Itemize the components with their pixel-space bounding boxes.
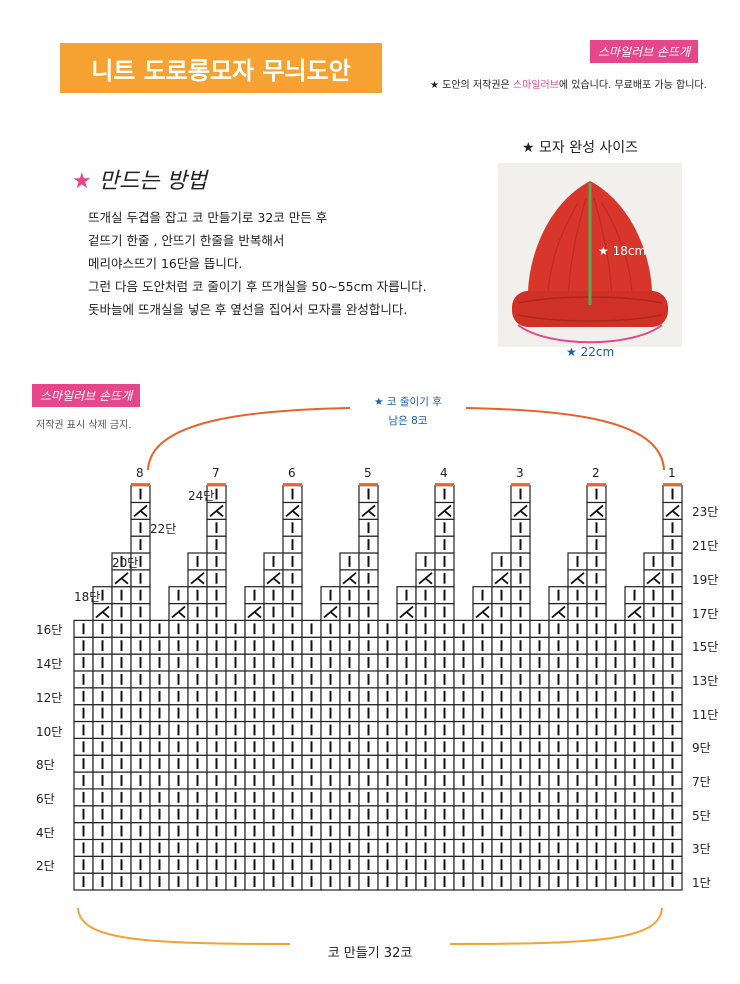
decrease-mark: [253, 611, 262, 619]
row-label-right: 3단: [692, 842, 711, 857]
decrease-mark: [215, 510, 224, 517]
star-icon: ★: [72, 169, 92, 194]
row-label-right: 1단: [692, 876, 711, 891]
row-label-left: 14단: [36, 657, 63, 672]
method-steps: 뜨개실 두겹을 잡고 코 만들기로 32코 만든 후 겉뜨기 한줄 , 안뜨기 …: [88, 206, 427, 321]
brand-tag-chart-text: 스마일러브 손뜨개: [40, 389, 133, 403]
step-line: 뜨개실 두겹을 잡고 코 만들기로 32코 만든 후: [88, 210, 328, 225]
row-label-right: 15단: [692, 640, 719, 655]
decrease-mark: [424, 577, 433, 585]
chart-notice: 저작권 표시 삭제 금지.: [36, 416, 132, 431]
row-label-right: 23단: [692, 505, 719, 520]
stitch-number: 1: [668, 465, 676, 480]
chart-notice-text: 저작권 표시 삭제 금지.: [36, 420, 132, 431]
stitch-number: 3: [516, 465, 524, 480]
decrease-mark: [481, 611, 490, 619]
step-line: 메리야스뜨기 16단을 뜹니다.: [88, 256, 243, 271]
decrease-mark: [633, 611, 642, 619]
copyright-brand: 스마일러브: [512, 80, 559, 91]
hat-height-text: ★ 18cm: [598, 244, 646, 258]
decrease-mark: [348, 577, 357, 585]
hat-size-label-text: ★ 모자 완성 사이즈: [522, 140, 639, 156]
row-label-right: 19단: [692, 572, 719, 587]
brand-tag-top: 스마일러브 손뜨개: [590, 40, 699, 63]
row-label-right: 21단: [692, 539, 719, 554]
row-label-left: 2단: [36, 859, 55, 874]
decrease-mark: [139, 510, 148, 517]
hat-photo: ★ 18cm: [498, 163, 682, 347]
row-label-left: 18단: [74, 589, 101, 604]
row-label-left: 16단: [36, 623, 63, 638]
hat-illustration: ★ 18cm: [498, 163, 682, 347]
decrease-mark: [443, 510, 452, 517]
cast-on-label: 코 만들기 32코: [0, 942, 740, 961]
hat-size-label: ★ 모자 완성 사이즈: [522, 137, 638, 157]
decrease-note: ★ 코 줄이기 후 남은 8코: [345, 394, 471, 428]
decrease-mark: [671, 510, 680, 517]
hat-width-label: ★ 22cm: [566, 345, 614, 359]
decrease-note-line1: ★ 코 줄이기 후: [374, 396, 442, 408]
row-label-left: 6단: [36, 791, 55, 806]
copyright-suffix: 에 있습니다. 무료배포 가능 합니다.: [558, 80, 707, 91]
decrease-mark: [500, 577, 509, 585]
row-label-right: 9단: [692, 741, 711, 756]
decrease-mark: [120, 577, 129, 585]
stitch-number: 5: [364, 465, 372, 480]
row-label-left: 24단: [188, 488, 215, 503]
row-label-right: 17단: [692, 606, 719, 621]
decrease-mark: [557, 611, 566, 619]
decrease-mark: [576, 577, 585, 585]
row-label-right: 7단: [692, 775, 711, 790]
decrease-note-line2: 남은 8코: [388, 415, 428, 427]
stitch-number: 7: [212, 465, 220, 480]
hat-width-text: ★ 22cm: [566, 345, 615, 359]
decrease-mark: [595, 510, 604, 517]
stitch-number: 4: [440, 465, 448, 480]
row-label-left: 10단: [36, 724, 63, 739]
decrease-mark: [272, 577, 281, 585]
page-title: 니트 도로롱모자 무늬도안: [60, 43, 382, 93]
row-label-left: 4단: [36, 825, 55, 840]
decrease-mark: [329, 611, 338, 619]
row-label-left: 20단: [112, 556, 139, 570]
decrease-mark: [367, 510, 376, 517]
step-line: 그런 다음 도안처럼 코 줄이기 후 뜨개실을 50~55cm 자릅니다.: [88, 279, 427, 294]
copyright-prefix: ★ 도안의 저작권은: [430, 80, 513, 91]
decrease-mark: [177, 611, 186, 619]
decrease-mark: [519, 510, 528, 517]
decrease-mark: [652, 577, 661, 585]
decrease-mark: [196, 577, 205, 585]
row-label-left: 8단: [36, 758, 55, 773]
step-line: 겉뜨기 한줄 , 안뜨기 한줄을 반복해서: [88, 233, 285, 248]
method-heading-text: 만드는 방법: [98, 169, 207, 194]
decrease-mark: [101, 611, 110, 619]
method-heading: ★ 만드는 방법: [72, 163, 207, 195]
page-title-text: 니트 도로롱모자 무늬도안: [91, 56, 351, 85]
step-line: 돗바늘에 뜨개실을 넣은 후 옆선을 집어서 모자를 완성합니다.: [88, 302, 408, 317]
copyright-notice: ★ 도안의 저작권은 스마일러브에 있습니다. 무료배포 가능 합니다.: [430, 76, 707, 91]
row-label-left: 12단: [36, 690, 63, 705]
brand-tag-chart: 스마일러브 손뜨개: [32, 384, 141, 407]
decrease-mark: [405, 611, 414, 619]
decrease-mark: [291, 510, 300, 517]
stitch-number: 2: [592, 465, 600, 480]
brand-tag-text: 스마일러브 손뜨개: [598, 45, 691, 59]
row-label-right: 11단: [692, 707, 719, 722]
row-label-right: 5단: [692, 808, 711, 823]
row-label-right: 13단: [692, 673, 719, 688]
row-label-left: 22단: [150, 522, 177, 537]
cast-on-label-text: 코 만들기 32코: [327, 946, 413, 961]
stitch-number: 8: [136, 465, 144, 480]
stitch-number: 6: [288, 465, 296, 480]
